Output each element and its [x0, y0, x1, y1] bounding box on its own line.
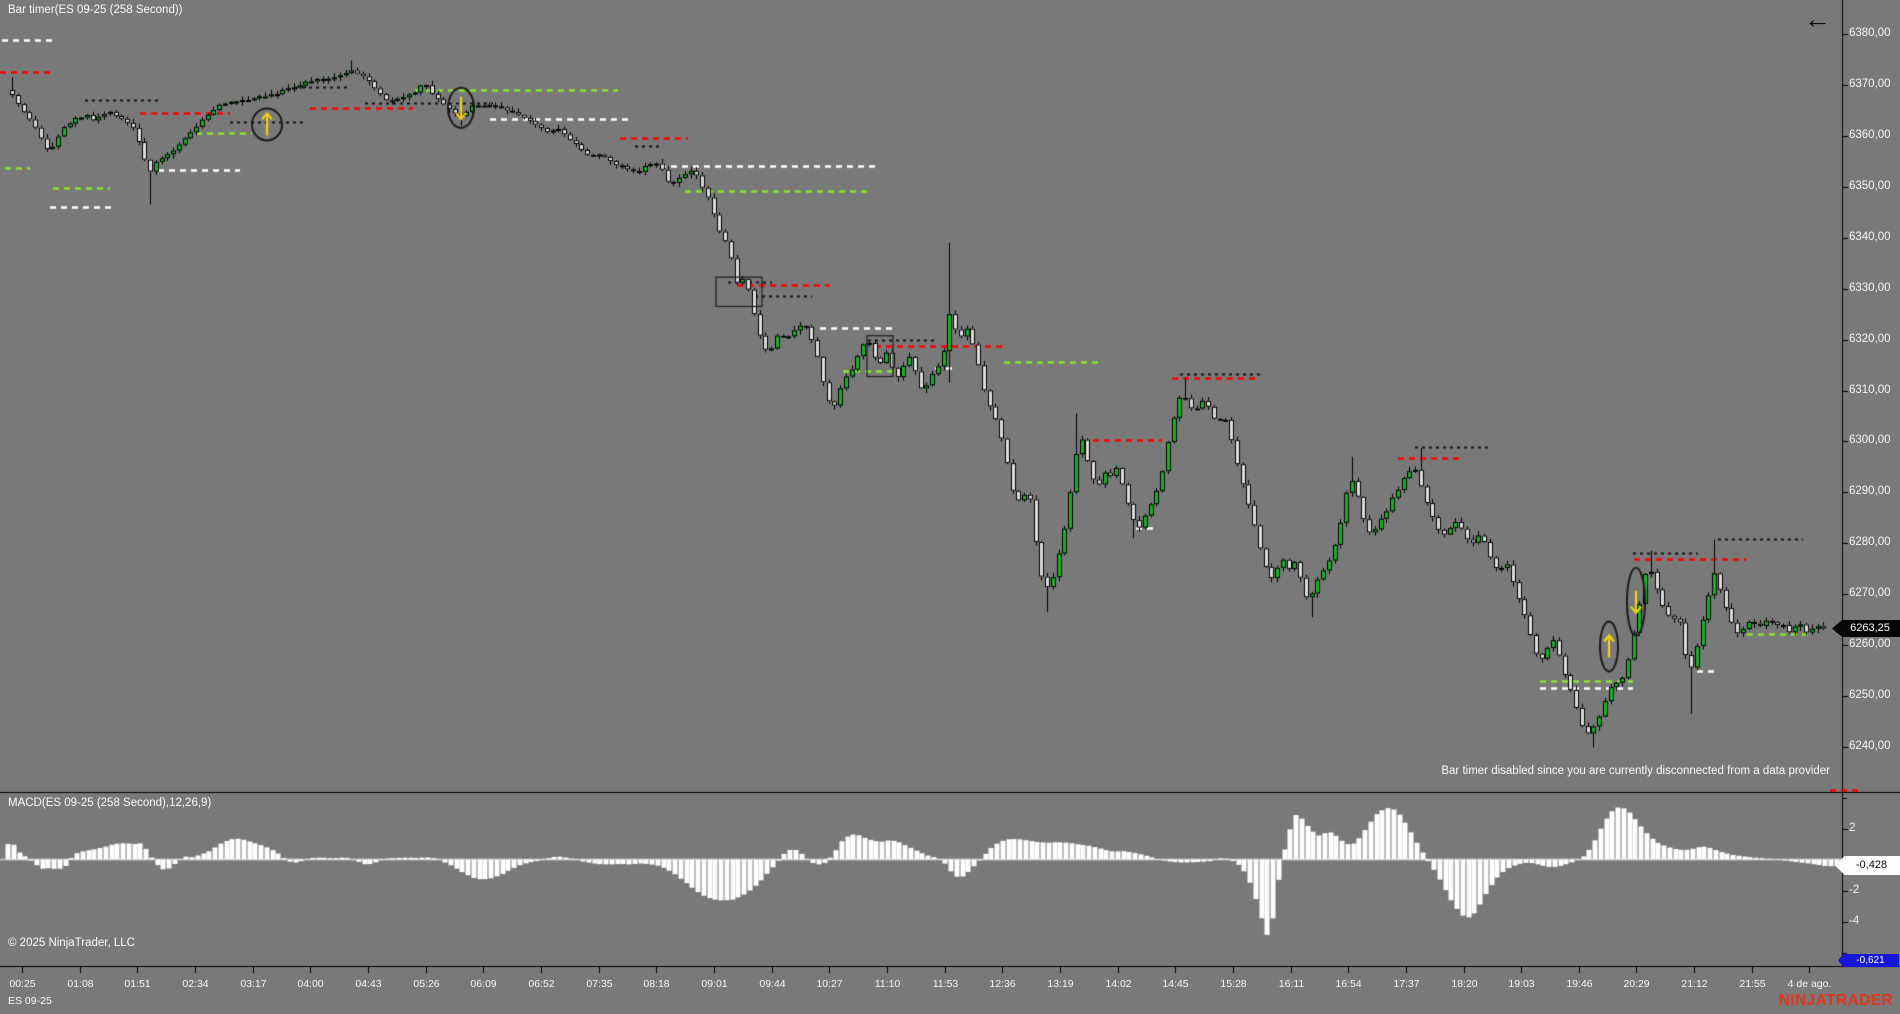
time-axis-label: 18:20 — [1451, 978, 1478, 990]
time-axis-label: 16:54 — [1335, 978, 1362, 990]
time-axis-label: 07:35 — [586, 978, 613, 990]
time-axis-label: 06:09 — [470, 978, 497, 990]
macd-axis-label: -4 — [1849, 914, 1860, 927]
time-axis-label: 02:34 — [182, 978, 209, 990]
time-axis-label: 00:25 — [9, 978, 36, 990]
price-axis-label: 6250,00 — [1849, 689, 1891, 702]
price-axis-label: 6310,00 — [1849, 383, 1891, 396]
time-axis-label: 17:37 — [1393, 978, 1420, 990]
time-axis-label: 4 de ago. — [1787, 978, 1832, 990]
time-axis-label: 14:02 — [1105, 978, 1132, 990]
price-axis-label: 6300,00 — [1849, 434, 1891, 447]
macd-axis-label: 2 — [1849, 821, 1856, 834]
price-axis-label: 6350,00 — [1849, 179, 1891, 192]
time-axis-label: 01:51 — [124, 978, 151, 990]
time-axis-label: 05:26 — [413, 978, 440, 990]
time-axis-label: 21:12 — [1681, 978, 1708, 990]
time-axis-label: 12:36 — [989, 978, 1016, 990]
back-arrow-icon[interactable]: ← — [1804, 4, 1831, 34]
price-axis-label: 6280,00 — [1849, 536, 1891, 549]
time-axis-label: 08:18 — [643, 978, 670, 990]
time-axis-label: 04:43 — [355, 978, 382, 990]
price-axis-label: 6360,00 — [1849, 128, 1891, 141]
time-axis-label: 20:29 — [1623, 978, 1650, 990]
time-axis-label: 06:52 — [528, 978, 555, 990]
price-axis-label: 6260,00 — [1849, 638, 1891, 651]
time-axis-label: 11:10 — [874, 978, 901, 990]
chart-title: Bar timer(ES 09-25 (258 Second)) — [8, 4, 183, 16]
time-axis-label: 16:11 — [1278, 978, 1305, 990]
time-axis-label: 04:00 — [297, 978, 324, 990]
price-axis-label: 6370,00 — [1849, 77, 1891, 90]
price-axis-label: 6240,00 — [1849, 740, 1891, 753]
last-price-badge: 6263,25 — [1832, 620, 1900, 637]
time-axis-label: 03:17 — [240, 978, 267, 990]
time-axis-label: 09:44 — [759, 978, 786, 990]
time-axis-label: 15:28 — [1220, 978, 1247, 990]
time-axis-label: 01:08 — [67, 978, 94, 990]
time-axis-label: 21:55 — [1739, 978, 1766, 990]
macd-value-badge: -0,428 — [1835, 856, 1900, 875]
time-axis-label: 14:45 — [1162, 978, 1189, 990]
price-axis-label: 6320,00 — [1849, 332, 1891, 345]
macd-axis-label: -2 — [1849, 883, 1860, 896]
copyright-text: © 2025 NinjaTrader, LLC — [8, 937, 135, 949]
price-axis-label: 6330,00 — [1849, 281, 1891, 294]
price-axis-label: 6270,00 — [1849, 587, 1891, 600]
macd-avg-value-badge: -0,621 — [1838, 954, 1899, 967]
price-axis-label: 6380,00 — [1849, 27, 1891, 39]
disconnect-message: Bar timer disabled since you are current… — [1441, 765, 1830, 777]
time-axis-label: 09:01 — [701, 978, 728, 990]
time-axis-label: 19:03 — [1508, 978, 1535, 990]
time-axis-label: 13:19 — [1047, 978, 1074, 990]
price-axis-label: 6290,00 — [1849, 485, 1891, 498]
time-axis-label: 11:53 — [932, 978, 959, 990]
time-axis-label: 10:27 — [816, 978, 843, 990]
macd-indicator-label: MACD(ES 09-25 (258 Second),12,26,9) — [8, 797, 212, 809]
tab-es-09-25[interactable]: ES 09-25 — [8, 995, 52, 1007]
time-axis-label: 19:46 — [1566, 978, 1593, 990]
ninjatrader-logo: NINJATRADER — [1778, 992, 1893, 1009]
price-axis-label: 6340,00 — [1849, 230, 1891, 243]
